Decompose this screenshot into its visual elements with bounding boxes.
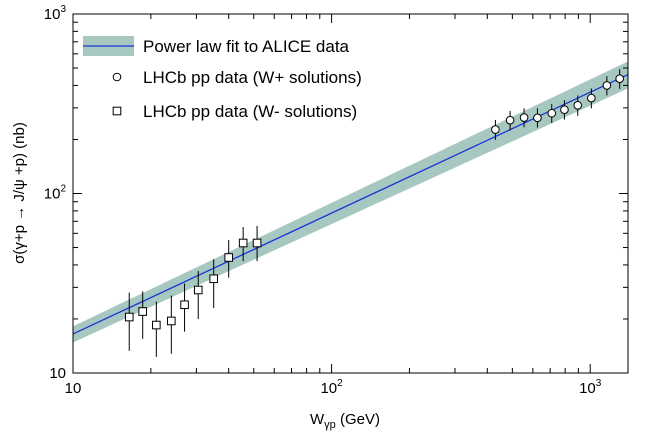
fit-band — [73, 61, 628, 343]
data-point-circle — [505, 115, 515, 125]
data-point-circle — [519, 113, 529, 122]
y-tick-label: 10 — [49, 365, 66, 382]
legend-series-label: LHCb pp data (W- solutions) — [143, 102, 357, 121]
data-point-square — [252, 238, 262, 248]
x-axis-label-sub: γp — [324, 419, 336, 431]
x-tick-label: 102 — [320, 378, 343, 397]
x-axis-label-main: W — [310, 411, 325, 428]
data-point-square — [124, 312, 134, 322]
data-point-circle — [491, 125, 500, 134]
x-tick-label: 10 — [65, 380, 82, 397]
data-point-square — [167, 316, 176, 326]
y-tick-label: 102 — [44, 184, 67, 203]
data-point-square — [224, 253, 233, 262]
plot-area — [72, 61, 629, 357]
data-point-circle — [547, 108, 557, 118]
data-point-circle — [615, 74, 624, 84]
legend-square-marker — [112, 106, 122, 116]
data-point-square — [180, 300, 189, 310]
data-point-circle — [533, 113, 542, 123]
axes: 10 102 103 10 102 103 — [44, 4, 629, 397]
legend-fit-label: Power law fit to ALICE data — [143, 37, 350, 56]
y-axis-label: σ(γ+p → J/ψ +p) (nb) — [11, 122, 28, 264]
legend-circle-marker — [112, 72, 122, 82]
data-point-circle — [573, 101, 583, 110]
data-point-circle — [602, 81, 612, 90]
x-axis-label: Wγp (GeV) — [310, 411, 380, 431]
data-point-circle — [587, 93, 596, 103]
data-point-square — [209, 274, 218, 284]
data-point-circle — [560, 105, 569, 114]
x-axis-label-unit: (GeV) — [336, 411, 380, 428]
data-point-square — [138, 307, 147, 316]
data-point-square — [238, 238, 248, 248]
data-point-square — [152, 320, 161, 330]
legend-series-label: LHCb pp data (W+ solutions) — [143, 68, 362, 87]
y-tick-label: 103 — [44, 4, 67, 23]
legend: Power law fit to ALICE data LHCb pp data … — [83, 36, 362, 121]
x-tick-label: 103 — [579, 378, 602, 397]
data-point-square — [193, 285, 203, 295]
